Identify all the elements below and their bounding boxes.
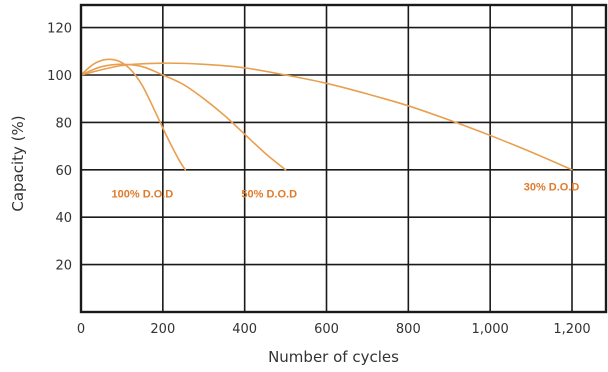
- plot-frame: [79, 3, 608, 314]
- series-line-100-d-o-d: [80, 58, 187, 171]
- series-line-50-d-o-d: [80, 63, 287, 171]
- x-tick-label: 1,000: [472, 322, 509, 337]
- x-tick-label: 1,200: [553, 322, 590, 337]
- y-tick-label: 60: [55, 164, 72, 179]
- x-tick-label: 200: [150, 322, 175, 337]
- series-label-100-d-o-d: 100% D.O.D: [112, 189, 174, 201]
- x-tick-label: 800: [396, 322, 421, 337]
- y-tick-label: 100: [47, 69, 72, 84]
- x-tick-label: 0: [77, 322, 85, 337]
- x-tick-label: 400: [232, 322, 257, 337]
- grid: [81, 5, 606, 312]
- series-labels: 100% D.O.D 50% D.O.D 30% D.O.D: [112, 181, 580, 200]
- series-label-30-d-o-d: 30% D.O.D: [524, 181, 580, 193]
- y-tick-label: 120: [47, 22, 72, 37]
- x-tick-label: 600: [314, 322, 339, 337]
- y-tick-label: 80: [55, 116, 72, 131]
- y-axis-ticks: 20 40 60 80 100 120: [47, 22, 72, 274]
- y-tick-label: 20: [55, 259, 72, 274]
- y-axis-title: Capacity (%): [9, 115, 27, 211]
- series-group: [80, 58, 573, 171]
- series-line-30-d-o-d: [80, 62, 573, 171]
- series-label-50-d-o-d: 50% D.O.D: [241, 189, 297, 201]
- x-axis-ticks: 0 200 400 600 800 1,000 1,200: [77, 322, 591, 337]
- x-axis-title: Number of cycles: [268, 348, 399, 366]
- y-tick-label: 40: [55, 211, 72, 226]
